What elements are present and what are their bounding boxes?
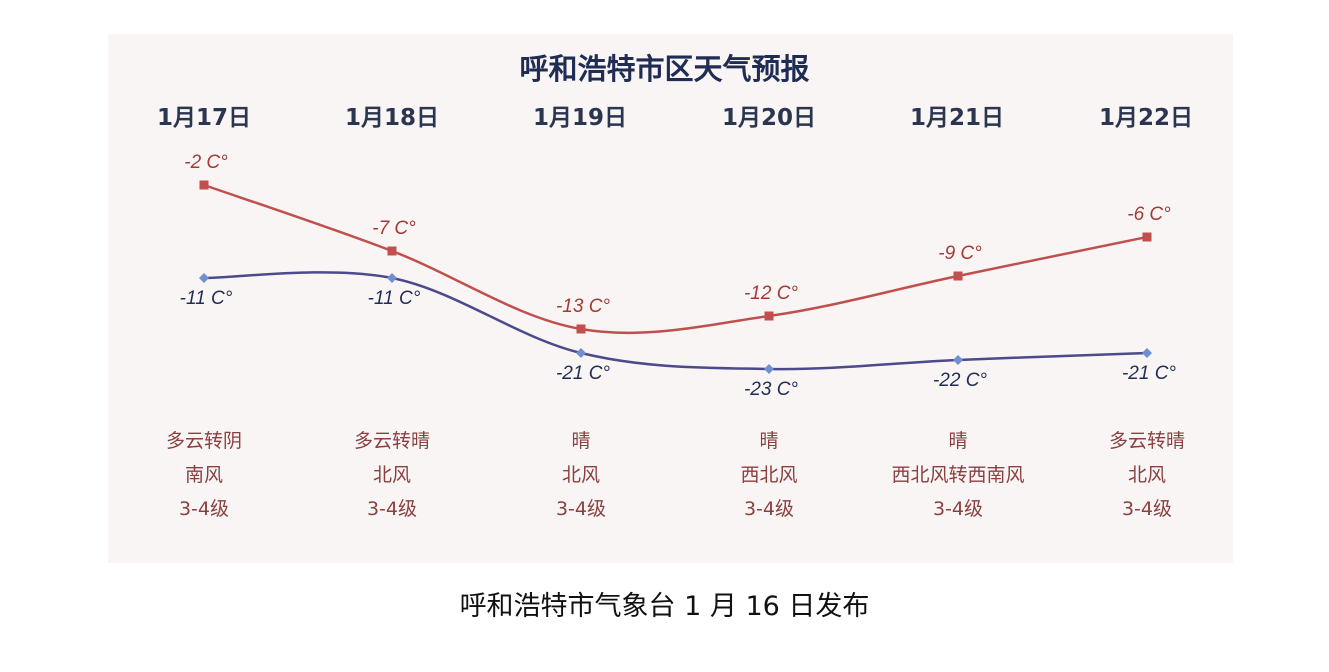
square-marker-icon xyxy=(576,324,586,334)
square-marker-icon xyxy=(1142,232,1152,242)
square-marker-icon xyxy=(953,271,963,281)
low-temp-label: -11 C° xyxy=(179,288,233,309)
high-temp-label: -7 C° xyxy=(372,218,416,239)
wind-direction: 西北风 xyxy=(740,464,798,486)
weather-condition: 多云转晴 xyxy=(1108,430,1185,452)
date-label: 1月21日 xyxy=(909,105,1004,131)
high-temp-label: -9 C° xyxy=(938,243,982,264)
day-forecast-description: 多云转晴北风 3-4级 xyxy=(282,424,502,526)
date-label: 1月19日 xyxy=(532,105,627,131)
low-temp-label: -11 C° xyxy=(367,288,421,309)
day-forecast-description: 多云转阴南风 3-4级 xyxy=(94,424,314,526)
chart-title: 呼和浩特市区天气预报 xyxy=(519,52,810,86)
date-label: 1月18日 xyxy=(344,105,439,131)
square-marker-icon xyxy=(387,246,397,256)
publisher-footer: 呼和浩特市气象台 1 月 16 日发布 xyxy=(459,591,870,622)
day-forecast-description: 晴西北风转西南风 3-4级 xyxy=(848,424,1068,526)
wind-direction: 北风 xyxy=(561,464,600,486)
wind-direction: 北风 xyxy=(372,464,411,486)
day-forecast-description: 晴西北风 3-4级 xyxy=(659,424,879,526)
chart-panel xyxy=(108,34,1233,563)
high-temp-label: -6 C° xyxy=(1127,204,1171,225)
square-marker-icon xyxy=(764,311,774,321)
weather-condition: 晴 xyxy=(759,430,779,452)
weather-condition: 晴 xyxy=(571,430,591,452)
weather-condition: 多云转阴 xyxy=(165,430,242,452)
diamond-marker-icon xyxy=(1142,348,1152,358)
high-temp-label: -13 C° xyxy=(555,296,611,317)
low-temp-label: -21 C° xyxy=(555,363,611,384)
date-label: 1月17日 xyxy=(156,105,251,131)
low-temp-line xyxy=(203,271,1148,371)
high-temp-label: -12 C° xyxy=(743,283,799,304)
diamond-marker-icon xyxy=(576,348,586,358)
diamond-marker-icon xyxy=(199,273,209,283)
diamond-marker-icon xyxy=(387,273,397,283)
diamond-marker-icon xyxy=(764,364,774,374)
high-temp-label: -2 C° xyxy=(184,152,228,173)
wind-direction: 南风 xyxy=(184,464,223,486)
date-label: 1月20日 xyxy=(721,105,816,131)
wind-level: 3-4级 xyxy=(1121,498,1173,520)
day-forecast-description: 多云转晴北风 3-4级 xyxy=(1037,424,1257,526)
low-temp-label: -23 C° xyxy=(743,379,799,400)
day-forecast-description: 晴北风 3-4级 xyxy=(471,424,691,526)
wind-level: 3-4级 xyxy=(932,498,984,520)
weather-condition: 晴 xyxy=(948,430,968,452)
square-marker-icon xyxy=(199,180,209,190)
date-label: 1月22日 xyxy=(1098,105,1193,131)
low-temp-label: -21 C° xyxy=(1121,363,1177,384)
wind-direction: 西北风转西南风 xyxy=(891,464,1025,486)
wind-level: 3-4级 xyxy=(555,498,607,520)
wind-level: 3-4级 xyxy=(366,498,418,520)
diamond-marker-icon xyxy=(953,355,963,365)
high-temp-line xyxy=(203,183,1148,335)
wind-direction: 北风 xyxy=(1127,464,1166,486)
wind-level: 3-4级 xyxy=(178,498,230,520)
weather-condition: 多云转晴 xyxy=(353,430,430,452)
low-temp-label: -22 C° xyxy=(932,370,988,391)
wind-level: 3-4级 xyxy=(743,498,795,520)
